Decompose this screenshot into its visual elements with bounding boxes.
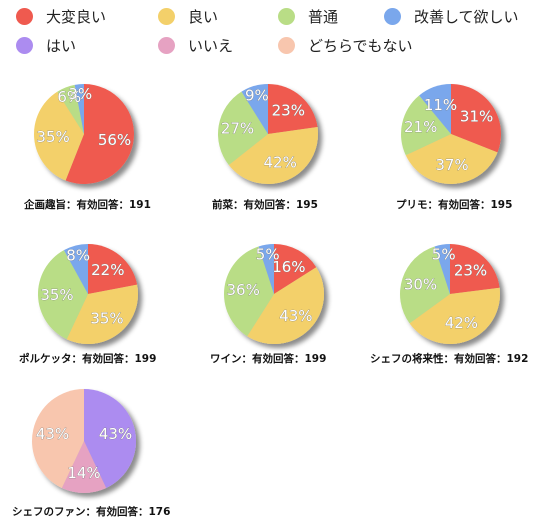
slice-data-label: 27% — [221, 120, 254, 138]
pie-slice — [57, 84, 84, 134]
pie-slice — [241, 84, 268, 134]
pie-body — [224, 244, 325, 345]
pie-slice — [84, 389, 136, 489]
pie-slice — [66, 284, 138, 344]
legend-swatch — [278, 7, 295, 25]
pie-body — [400, 243, 501, 345]
pie-slice — [268, 84, 318, 134]
pie-slice — [63, 244, 88, 294]
pie-body — [37, 244, 138, 344]
slice-data-label: 23% — [272, 102, 305, 120]
slice-data-label: 35% — [40, 286, 73, 304]
slice-data-label: 43% — [279, 307, 312, 325]
legend-label: いいえ — [188, 36, 234, 55]
pie-slice — [400, 246, 450, 324]
pie-slice — [217, 91, 268, 165]
pie-slice — [224, 246, 274, 337]
pie-chart-3: 31% 37% 21% 11% プリモ：有効回答：195 — [396, 83, 512, 211]
slice-data-label: 35% — [36, 128, 69, 146]
legend-item-average: 普通 — [278, 5, 338, 27]
pie-slice — [74, 84, 84, 134]
pie-slice — [247, 267, 325, 345]
pie-slice — [61, 441, 107, 493]
chart-title: プリモ：有効回答：195 — [396, 198, 512, 211]
slice-data-label: 30% — [404, 275, 437, 293]
pie-slice — [450, 243, 500, 294]
pie-slice — [88, 244, 138, 294]
slice-data-label: 5% — [256, 246, 280, 264]
slice-data-label: 31% — [460, 108, 493, 126]
pie-body — [400, 83, 502, 185]
pie-slice — [33, 91, 84, 181]
chart-title: 前菜：有効回答：195 — [212, 198, 318, 211]
pie-slice — [434, 244, 450, 294]
slice-data-label: 22% — [91, 261, 124, 279]
chart-title: ポルケッタ：有効回答：199 — [19, 352, 156, 365]
pie-chart-6: 23% 42% 30% 5% シェフの将来性：有効回答：192 — [370, 243, 528, 365]
pie-body — [32, 389, 136, 493]
pie-slice — [405, 134, 498, 185]
legend-label: 良い — [188, 7, 219, 26]
legend-swatch — [278, 36, 295, 54]
legend-label: 改善して欲しい — [414, 7, 519, 26]
pie-body — [33, 84, 134, 185]
slice-data-label: 43% — [36, 425, 69, 443]
pie-slice — [419, 84, 451, 134]
slice-data-label: 23% — [454, 262, 487, 280]
pie-body — [217, 84, 318, 184]
slice-data-label: 35% — [90, 310, 123, 328]
slice-data-label: 6% — [57, 88, 81, 106]
pie-slice — [409, 287, 501, 345]
slice-data-label: 36% — [227, 281, 260, 299]
pie-chart-2: 23% 42% 27% 9% 前菜：有効回答：195 — [212, 84, 318, 211]
slice-data-label: 11% — [424, 96, 457, 114]
legend-swatch — [16, 36, 33, 54]
legend-label: はい — [46, 36, 77, 55]
pie-slice — [65, 84, 134, 185]
slice-data-label: 42% — [445, 314, 478, 332]
chart-title: シェフの将来性：有効回答：192 — [370, 352, 528, 365]
legend-item-yes: はい — [16, 34, 76, 56]
pie-chart-7: 43% 14% 43% シェフのファン：有効回答：176 — [12, 389, 170, 518]
legend: 大変良い 良い 普通 改善して欲しい はい いいえ どちらでもない — [0, 0, 535, 60]
legend-swatch — [158, 7, 175, 25]
legend-item-very-good: 大変良い — [16, 5, 106, 27]
pie-chart-4: 22% 35% 35% 8% ポルケッタ：有効回答：199 — [19, 244, 156, 365]
pie-slice — [451, 83, 502, 153]
legend-item-needs-improvement: 改善して欲しい — [384, 5, 519, 27]
slice-data-label: 3% — [68, 85, 92, 103]
pie-chart-1: 56% 35% 6%3% 企画趣旨：有効回答：191 — [23, 84, 151, 211]
legend-swatch — [16, 7, 33, 25]
slice-data-label: 43% — [99, 425, 132, 443]
slice-data-label: 16% — [272, 258, 305, 276]
pie-chart-5: 16% 43% 36% 5% ワイン：有効回答：199 — [210, 244, 326, 365]
pie-slice — [228, 127, 318, 184]
pie-slice — [400, 95, 451, 156]
slice-data-label: 5% — [432, 246, 456, 264]
legend-label: 大変良い — [46, 7, 107, 26]
slice-data-label: 14% — [67, 464, 100, 482]
slice-data-label: 21% — [404, 118, 437, 136]
pie-slice — [32, 389, 84, 489]
slice-data-label: 37% — [435, 156, 468, 174]
chart-title: シェフのファン：有効回答：176 — [12, 505, 170, 518]
slice-data-label: 9% — [245, 87, 269, 105]
legend-label: どちらでもない — [308, 36, 413, 55]
legend-item-no: いいえ — [158, 34, 233, 56]
slice-data-label: 8% — [66, 246, 90, 264]
slice-data-label: 42% — [264, 154, 297, 172]
legend-item-good: 良い — [158, 5, 218, 27]
pie-slice — [258, 244, 274, 294]
legend-swatch — [158, 36, 175, 54]
legend-item-neither: どちらでもない — [278, 34, 413, 56]
chart-title: 企画趣旨：有効回答：191 — [23, 198, 151, 211]
chart-title: ワイン：有効回答：199 — [210, 352, 326, 365]
legend-swatch — [384, 7, 401, 25]
slice-data-label: 56% — [98, 131, 131, 149]
legend-label: 普通 — [308, 7, 339, 26]
pie-slice — [274, 244, 317, 294]
pie-slice — [37, 250, 88, 340]
